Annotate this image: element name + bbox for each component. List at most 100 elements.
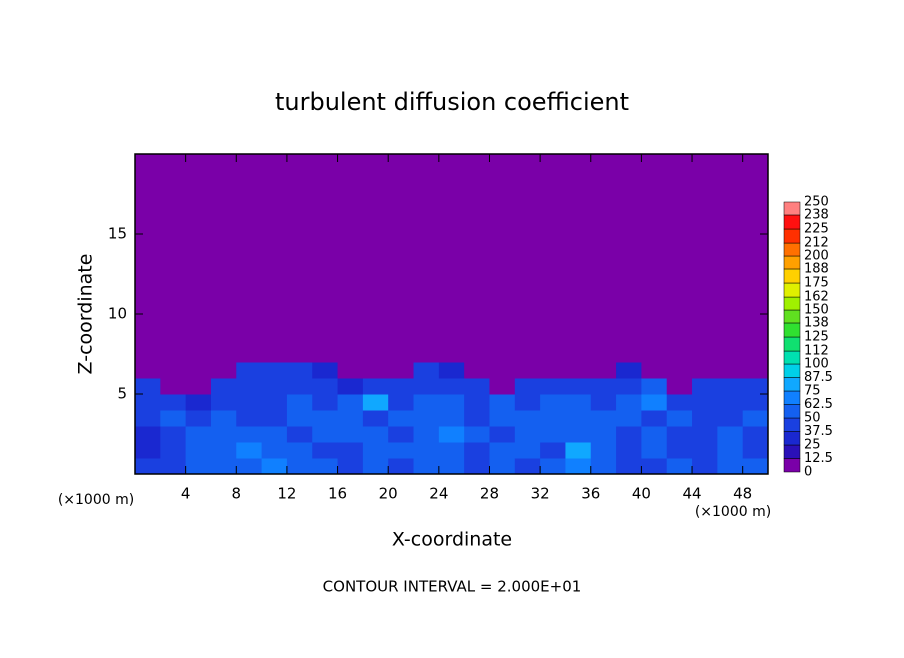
field-cell (717, 442, 744, 459)
field-cell (641, 394, 668, 411)
field-cell (337, 426, 364, 443)
field-cell (565, 458, 592, 475)
field-cell (565, 154, 592, 363)
field-cell (135, 394, 161, 411)
field-cell (489, 378, 516, 395)
colorbar-label: 0 (804, 465, 812, 480)
field-cell (666, 442, 693, 459)
field-cell (692, 378, 718, 395)
x-tick-label: 12 (277, 485, 296, 503)
field-cell (514, 410, 541, 427)
colorbar-swatch (783, 268, 801, 284)
field-cell (261, 426, 288, 443)
field-cell (464, 394, 490, 411)
field-cell (236, 410, 263, 427)
field-cell (489, 410, 516, 427)
field-cell (312, 442, 339, 459)
field-cell (337, 378, 364, 395)
colorbar-label: 150 (804, 303, 829, 318)
field-cell (438, 362, 465, 379)
field-cell (388, 394, 415, 411)
colorbar-label: 200 (804, 249, 829, 264)
field-cell (236, 442, 263, 459)
colorbar-swatch (783, 282, 801, 298)
colorbar-label: 225 (804, 222, 829, 237)
colorbar-swatch (783, 350, 801, 365)
field-cell (135, 426, 161, 443)
field-cell (742, 154, 769, 363)
field-cell (489, 458, 516, 475)
footer: CONTOUR INTERVAL = 2.000E+01 (323, 578, 582, 596)
colorbar-label: 250 (804, 195, 829, 210)
field-cell (717, 458, 744, 475)
field-cell (236, 378, 263, 395)
field-cell (438, 154, 465, 363)
field-cell (590, 458, 617, 475)
field-cell (692, 426, 718, 443)
field-cell (514, 458, 541, 475)
field-cell (261, 410, 288, 427)
field-cell (312, 154, 339, 363)
field-cell (388, 458, 415, 475)
field-cell (616, 458, 642, 475)
field-cell (641, 362, 668, 379)
field-cell (261, 394, 288, 411)
field-cell (337, 362, 364, 379)
field-cell (261, 458, 288, 475)
colorbar-swatch (783, 322, 801, 338)
field-cell (565, 394, 592, 411)
colorbar-swatch (783, 255, 801, 270)
field-cell (261, 378, 288, 395)
field-cell (540, 154, 566, 363)
field-cell (565, 378, 592, 395)
field-cell (514, 378, 541, 395)
colorbar-label: 62.5 (804, 397, 833, 412)
x-unit: (×1000 m) (58, 492, 134, 508)
field-cell (717, 378, 744, 395)
field-cell (135, 458, 161, 475)
field-cell (286, 426, 313, 443)
field-cell (742, 394, 769, 411)
x-tick-label: 20 (379, 485, 398, 503)
colorbar-label: 12.5 (804, 451, 833, 466)
field-cell (666, 394, 693, 411)
field-cell (413, 442, 440, 459)
field-cell (388, 362, 415, 379)
field-cell (692, 410, 718, 427)
colorbar-swatch (783, 431, 801, 446)
x-tick-label: 4 (181, 485, 191, 503)
field-cell (236, 458, 263, 475)
colorbar-label: 125 (804, 330, 829, 345)
field-cell (616, 426, 642, 443)
field-cell (210, 362, 237, 379)
field-cell (438, 378, 465, 395)
x-tick-label: 8 (232, 485, 242, 503)
field-cell (135, 410, 161, 427)
field-cell (590, 426, 617, 443)
field-cell (210, 378, 237, 395)
field-cell (185, 378, 212, 395)
x-tick-label: 24 (429, 485, 448, 503)
colorbar-swatch (783, 296, 801, 311)
field-cell (438, 426, 465, 443)
field-cell (641, 458, 668, 475)
field-cell (641, 410, 668, 427)
y-axis-label: Z-coordinate (75, 254, 97, 375)
field-cell (160, 362, 187, 379)
field-cell (666, 378, 693, 395)
chart-title: turbulent diffusion coefficient (275, 88, 629, 116)
colorbar-swatch (783, 444, 801, 459)
field-cell (590, 410, 617, 427)
colorbar-label: 37.5 (804, 424, 833, 439)
field-cell (261, 442, 288, 459)
field-cell (312, 410, 339, 427)
field-cell (337, 154, 364, 363)
field-cell (185, 442, 212, 459)
field-cell (413, 410, 440, 427)
field-cell (590, 378, 617, 395)
field-cell (489, 394, 516, 411)
colorbar-label: 238 (804, 207, 829, 222)
field-cell (692, 458, 718, 475)
field-cell (210, 458, 237, 475)
